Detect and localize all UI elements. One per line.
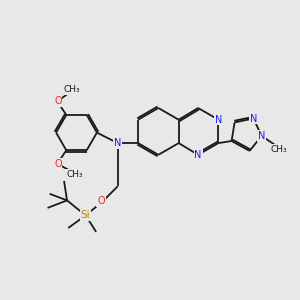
Text: Si: Si — [81, 210, 90, 220]
Text: N: N — [114, 138, 122, 148]
Text: CH₃: CH₃ — [64, 85, 81, 94]
Text: O: O — [97, 196, 105, 206]
Text: O: O — [54, 96, 62, 106]
Text: N: N — [194, 150, 202, 160]
Text: N: N — [250, 113, 257, 124]
Text: CH₃: CH₃ — [66, 170, 83, 179]
Text: N: N — [258, 131, 265, 141]
Text: CH₃: CH₃ — [270, 145, 287, 154]
Text: O: O — [54, 159, 62, 169]
Text: N: N — [215, 115, 222, 125]
